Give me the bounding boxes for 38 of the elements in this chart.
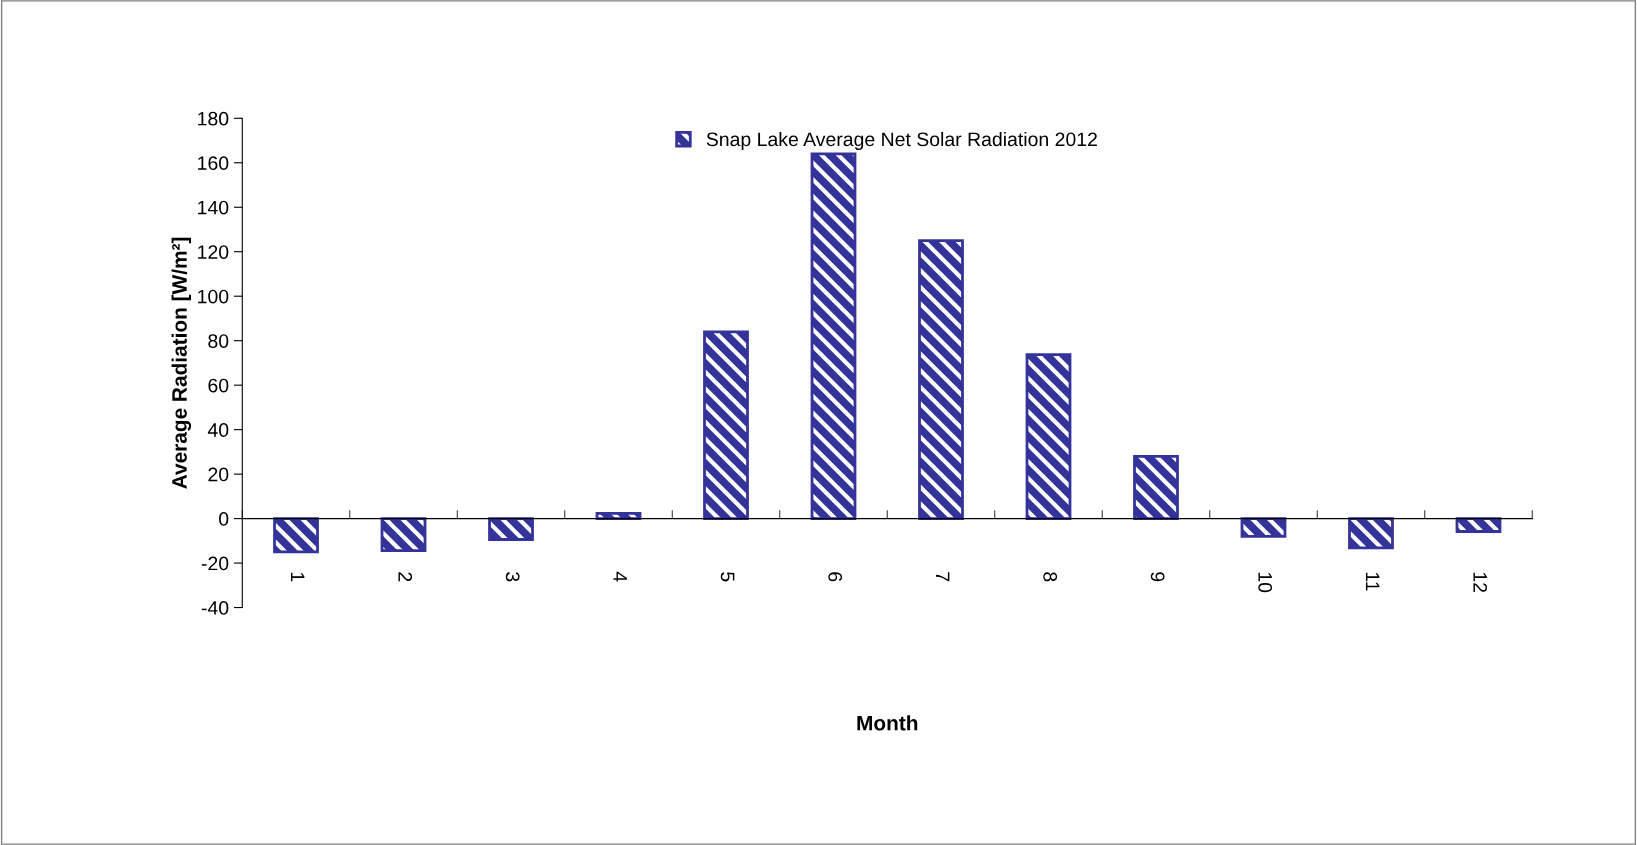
bar [380, 517, 427, 553]
bar [1025, 353, 1072, 520]
bar [273, 517, 319, 554]
x-tick-label: 7 [935, 572, 950, 582]
x-tick-label: 8 [1043, 572, 1058, 582]
bar [1455, 517, 1502, 533]
y-tick-label: 60 [208, 378, 229, 393]
x-tick-label: 11 [1365, 572, 1380, 591]
x-tick-label: 5 [720, 572, 735, 582]
y-tick-label: -20 [201, 556, 229, 571]
legend-label: Snap Lake Average Net Solar Radiation 2012 [706, 131, 1097, 151]
bar [1240, 517, 1287, 538]
y-tick-label: 140 [198, 200, 229, 215]
y-axis-title: Average Radiation [W/m²] [171, 237, 192, 489]
x-tick-label: 6 [828, 572, 843, 582]
y-tick-label: 40 [207, 423, 229, 437]
y-tick-label: 100 [198, 289, 229, 304]
x-tick-label: 4 [613, 571, 627, 582]
x-tick-label: 3 [505, 572, 520, 582]
y-tick-label: 20 [208, 467, 229, 482]
bar [1348, 517, 1394, 550]
y-tick-label: 180 [198, 111, 229, 126]
y-tick-label: 120 [198, 245, 229, 259]
x-axis-title: Month [857, 715, 918, 731]
bar [1133, 454, 1179, 520]
bar [810, 152, 857, 520]
y-tick-label: -40 [201, 601, 229, 615]
x-tick-label: 2 [398, 572, 413, 582]
y-tick-label: 160 [198, 156, 229, 171]
bar [703, 330, 749, 520]
x-tick-label: 10 [1258, 572, 1273, 593]
bar [918, 239, 964, 520]
x-tick-label: 9 [1150, 572, 1165, 582]
y-tick-label: 0 [219, 512, 229, 526]
bar [488, 517, 534, 541]
x-tick-label: 1 [291, 572, 305, 582]
x-tick-label: 12 [1473, 572, 1488, 593]
y-tick-label: 80 [208, 334, 229, 348]
